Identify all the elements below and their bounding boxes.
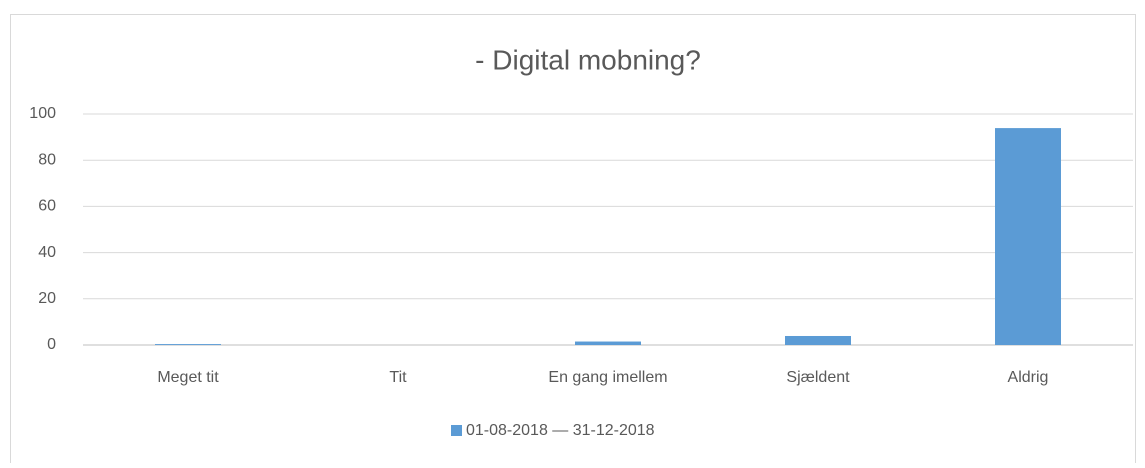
y-tick-label: 0: [47, 336, 56, 353]
y-tick-label: 40: [38, 244, 56, 261]
bar: [995, 128, 1061, 345]
chart-frame: [10, 14, 1136, 468]
bar: [155, 344, 221, 345]
bar: [575, 341, 641, 345]
x-tick-label: Aldrig: [1008, 369, 1049, 386]
y-tick-label: 60: [38, 198, 56, 215]
x-tick-label: Tit: [389, 369, 407, 386]
legend-label: 01-08-2018 — 31-12-2018: [466, 422, 655, 439]
bar: [785, 335, 851, 345]
x-tick-label: Sjældent: [786, 369, 850, 386]
y-tick-label: 20: [38, 290, 56, 307]
chart-title: - Digital mobning?: [475, 44, 701, 75]
x-tick-label: Meget tit: [157, 369, 219, 386]
x-tick-label: En gang imellem: [548, 369, 667, 386]
y-tick-label: 80: [38, 151, 56, 168]
legend-swatch: [451, 425, 462, 436]
y-tick-label: 100: [29, 105, 56, 122]
